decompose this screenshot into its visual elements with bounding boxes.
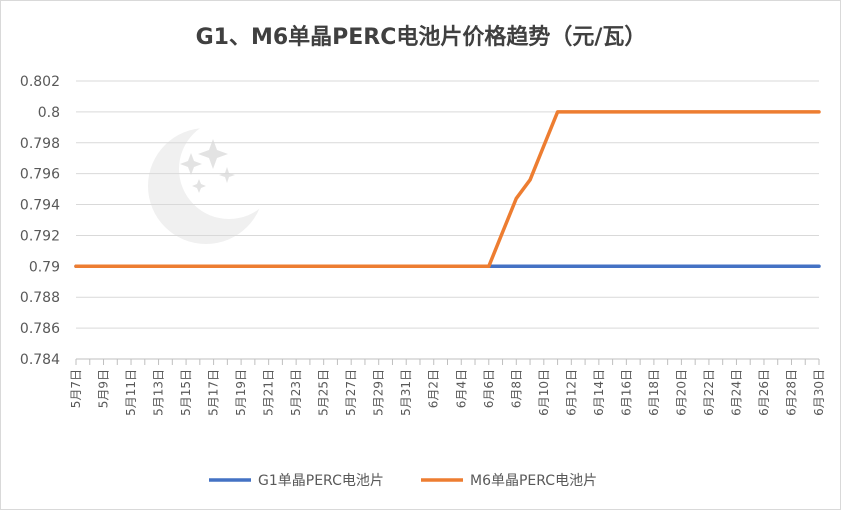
chart-title: G1、M6单晶PERC电池片价格趋势（元/瓦） (196, 24, 647, 50)
y-tick-label: 0.794 (20, 198, 60, 214)
legend: G1单晶PERC电池片 M6单晶PERC电池片 (209, 473, 597, 489)
y-tick-label: 0.8 (38, 105, 60, 121)
x-tick-label: 6月30日 (812, 369, 826, 416)
x-tick-label: 5月25日 (317, 369, 331, 416)
x-tick-label: 5月15日 (179, 369, 193, 416)
x-tick-label: 6月24日 (729, 369, 743, 416)
series-layer (74, 110, 821, 269)
legend-label-g1: G1单晶PERC电池片 (258, 473, 384, 489)
x-tick-label: 5月17日 (207, 369, 221, 416)
x-tick-label: 6月20日 (674, 369, 688, 416)
x-tick-label: 6月26日 (757, 369, 771, 416)
y-tick-label: 0.796 (20, 167, 60, 183)
x-tick-label: 5月9日 (97, 369, 111, 408)
legend-item-g1[interactable]: G1单晶PERC电池片 (209, 473, 384, 489)
y-tick-label: 0.802 (20, 74, 60, 90)
x-tick-label: 6月18日 (647, 369, 661, 416)
x-tick-label: 5月27日 (344, 369, 358, 416)
series-line-m6 (74, 110, 821, 269)
x-tick-label: 6月14日 (592, 369, 606, 416)
watermark-brand: 北极星太阳能光伏网 (276, 155, 780, 220)
x-tick-label: 6月22日 (702, 369, 716, 416)
x-tick-label: 5月19日 (234, 369, 248, 416)
watermark-url: guangfu.bjx.com.cn (286, 220, 646, 244)
x-tick-label: 6月4日 (454, 369, 468, 408)
y-tick-label: 0.79 (29, 259, 60, 275)
x-axis: 5月7日 5月9日 5月11日 5月13日 5月15日 5月17日 5月19日 5月21日 5月… (69, 359, 826, 416)
x-tick-label: 5月11日 (124, 369, 138, 416)
x-tick-label: 5月23日 (289, 369, 303, 416)
x-tick-label: 5月21日 (262, 369, 276, 416)
y-tick-label: 0.788 (20, 290, 60, 306)
x-tick-label: 5月29日 (372, 369, 386, 416)
x-tick-label: 6月16日 (619, 369, 633, 416)
y-tick-label: 0.784 (20, 352, 60, 368)
x-tick-label: 5月13日 (152, 369, 166, 416)
x-tick-label: 6月12日 (564, 369, 578, 416)
y-tick-label: 0.786 (20, 321, 60, 337)
x-tick-label: 6月10日 (537, 369, 551, 416)
watermark-logo-icon (148, 119, 279, 244)
y-axis: 0.784 0.786 0.788 0.79 0.792 0.794 0.796 0.798 0… (20, 74, 60, 368)
x-tick-label: 6月8日 (509, 369, 523, 408)
watermark: 北极星太阳能光伏网 guangfu.bjx.com.cn (148, 119, 780, 244)
y-tick-label: 0.798 (20, 136, 60, 152)
x-tick-label: 6月2日 (427, 369, 441, 408)
legend-item-m6[interactable]: M6单晶PERC电池片 (421, 473, 597, 489)
x-tick-label: 5月7日 (69, 369, 83, 408)
y-tick-label: 0.792 (20, 228, 60, 244)
x-tick-label: 6月6日 (482, 369, 496, 408)
x-tick-label: 5月31日 (399, 369, 413, 416)
x-tick-label: 6月28日 (784, 369, 798, 416)
legend-label-m6: M6单晶PERC电池片 (470, 473, 597, 489)
